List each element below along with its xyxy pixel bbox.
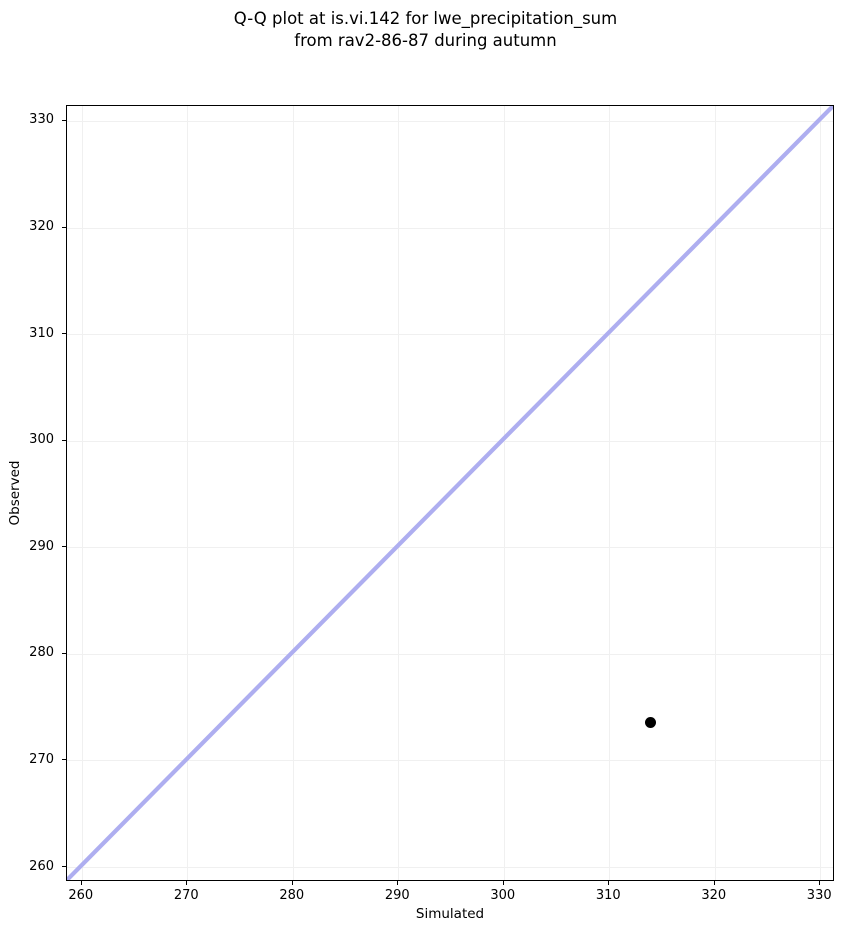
data-point	[645, 717, 657, 729]
chart-title: Q-Q plot at is.vi.142 for lwe_precipitat…	[233, 9, 618, 50]
y-tick-mark-310	[62, 333, 66, 335]
x-tick-label-330: 330	[806, 888, 832, 903]
identity-line	[67, 106, 833, 880]
x-tick-mark-270	[186, 881, 188, 885]
gridline-x-260	[81, 106, 83, 880]
y-tick-label-270: 270	[29, 751, 54, 767]
y-tick-mark-260	[62, 866, 66, 868]
x-tick-mark-280	[291, 881, 293, 885]
gridline-y-310	[67, 334, 833, 336]
gridline-y-260	[67, 867, 833, 869]
y-tick-label-290: 290	[29, 538, 54, 554]
gridline-y-320	[67, 227, 833, 229]
y-tick-mark-280	[62, 652, 66, 654]
y-tick-label-310: 310	[29, 325, 54, 341]
x-tick-mark-260	[80, 881, 82, 885]
gridline-y-290	[67, 547, 833, 549]
y-tick-mark-330	[62, 119, 66, 121]
plot-area	[66, 105, 834, 881]
x-tick-label-310: 310	[595, 888, 621, 903]
x-tick-label-270: 270	[173, 888, 199, 903]
gridline-y-280	[67, 653, 833, 655]
y-axis-label: Observed	[7, 460, 23, 526]
y-tick-mark-300	[62, 439, 66, 441]
y-tick-label-320: 320	[29, 219, 54, 235]
y-tick-label-260: 260	[29, 858, 54, 874]
gridline-y-330	[67, 120, 833, 122]
x-tick-mark-310	[608, 881, 610, 885]
x-tick-label-290: 290	[384, 888, 410, 903]
x-tick-label-320: 320	[701, 888, 727, 903]
y-tick-mark-270	[62, 759, 66, 761]
x-axis-label: Simulated	[415, 906, 485, 922]
gridline-x-310	[609, 106, 611, 880]
x-tick-label-300: 300	[490, 888, 516, 903]
x-tick-mark-320	[713, 881, 715, 885]
y-tick-mark-320	[62, 226, 66, 228]
gridline-x-330	[820, 106, 822, 880]
x-tick-mark-330	[819, 881, 821, 885]
y-tick-label-300: 300	[29, 432, 54, 448]
y-tick-label-330: 330	[29, 112, 54, 128]
gridline-x-270	[187, 106, 189, 880]
gridline-x-290	[398, 106, 400, 880]
gridline-y-270	[67, 760, 833, 762]
gridline-y-300	[67, 440, 833, 442]
x-tick-label-280: 280	[279, 888, 305, 903]
gridline-x-300	[503, 106, 505, 880]
x-tick-mark-300	[502, 881, 504, 885]
gridline-x-320	[714, 106, 716, 880]
x-tick-label-260: 260	[68, 888, 94, 903]
gridline-x-280	[292, 106, 294, 880]
y-tick-mark-290	[62, 546, 66, 548]
y-tick-label-280: 280	[29, 645, 54, 661]
x-tick-mark-290	[397, 881, 399, 885]
